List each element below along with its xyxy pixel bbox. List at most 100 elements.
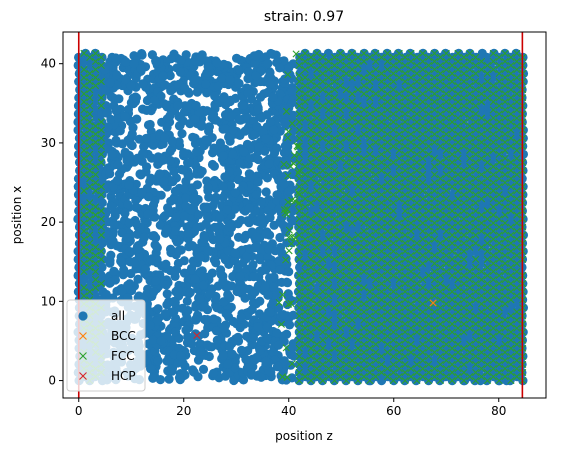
all-point xyxy=(240,293,250,303)
all-point xyxy=(119,265,129,275)
all-point xyxy=(230,256,240,266)
all-point xyxy=(230,188,240,198)
all-point xyxy=(161,259,171,269)
all-point xyxy=(185,287,195,297)
all-point xyxy=(255,296,265,306)
all-point xyxy=(228,125,238,135)
all-point xyxy=(194,210,204,220)
all-point xyxy=(211,258,221,268)
all-point xyxy=(175,67,186,77)
all-point xyxy=(233,332,243,342)
all-point xyxy=(250,242,260,253)
all-point xyxy=(137,187,147,197)
all-point xyxy=(252,352,262,363)
all-point xyxy=(273,340,284,350)
all-point xyxy=(252,121,262,132)
all-point xyxy=(201,79,211,89)
all-point xyxy=(112,70,122,80)
all-point xyxy=(236,215,246,225)
all-point xyxy=(280,104,290,114)
all-point xyxy=(235,271,245,281)
all-point xyxy=(253,322,263,332)
all-point xyxy=(251,190,261,200)
all-point xyxy=(158,71,168,81)
all-point xyxy=(105,78,115,88)
all-point xyxy=(264,244,274,255)
all-point xyxy=(177,129,187,139)
all-point xyxy=(174,137,184,147)
all-point xyxy=(201,135,211,145)
all-point xyxy=(123,280,133,290)
all-point xyxy=(111,94,121,104)
all-point xyxy=(204,126,214,136)
all-point xyxy=(97,262,107,272)
all-point xyxy=(107,201,117,211)
all-point xyxy=(282,259,292,269)
all-point xyxy=(168,195,178,205)
all-point xyxy=(134,251,144,261)
all-point xyxy=(170,186,180,196)
all-point xyxy=(132,229,143,239)
all-point xyxy=(203,245,213,255)
all-point xyxy=(218,93,228,103)
all-point xyxy=(263,58,273,69)
all-point xyxy=(151,276,161,286)
all-point xyxy=(143,209,153,219)
all-point xyxy=(140,264,151,274)
all-point xyxy=(171,313,181,323)
all-point xyxy=(256,113,266,123)
all-point xyxy=(200,314,210,325)
all-point xyxy=(158,155,168,165)
all-point xyxy=(124,218,134,228)
all-point xyxy=(203,61,213,72)
all-point xyxy=(120,208,130,218)
all-point xyxy=(275,265,285,275)
all-point xyxy=(250,58,260,68)
all-point xyxy=(243,74,253,84)
all-point xyxy=(265,68,275,78)
all-point xyxy=(103,122,113,132)
all-point xyxy=(281,141,291,151)
all-point xyxy=(181,50,191,60)
all-point xyxy=(221,309,231,319)
all-point xyxy=(169,298,179,308)
all-point xyxy=(181,325,191,335)
all-point xyxy=(279,356,289,366)
all-point xyxy=(213,81,223,91)
all-point xyxy=(280,118,290,128)
all-point xyxy=(164,374,174,384)
all-point xyxy=(138,79,148,89)
all-point xyxy=(149,287,159,297)
all-point xyxy=(183,228,193,238)
all-point xyxy=(111,53,121,63)
all-point xyxy=(518,149,529,159)
all-point xyxy=(203,182,213,192)
all-point xyxy=(234,78,244,89)
all-point xyxy=(136,170,146,180)
all-point xyxy=(243,88,253,98)
all-point xyxy=(156,190,166,200)
all-point xyxy=(170,327,181,337)
all-point xyxy=(181,201,191,211)
all-point xyxy=(138,149,148,159)
all-point xyxy=(230,204,240,214)
all-point xyxy=(192,180,202,190)
all-point xyxy=(142,95,152,106)
all-point xyxy=(249,272,259,282)
all-point xyxy=(200,234,210,244)
all-point xyxy=(153,304,163,314)
all-point xyxy=(211,326,222,336)
all-point xyxy=(228,149,238,159)
all-point xyxy=(108,182,118,192)
all-point xyxy=(177,303,187,313)
all-point xyxy=(241,354,251,364)
all-point xyxy=(162,100,172,110)
all-point xyxy=(181,193,191,203)
all-point xyxy=(247,305,257,315)
all-point xyxy=(269,282,279,292)
all-point xyxy=(174,246,184,256)
all-point xyxy=(256,215,266,225)
all-point xyxy=(209,368,219,378)
all-point xyxy=(202,340,212,350)
all-point xyxy=(160,133,170,143)
